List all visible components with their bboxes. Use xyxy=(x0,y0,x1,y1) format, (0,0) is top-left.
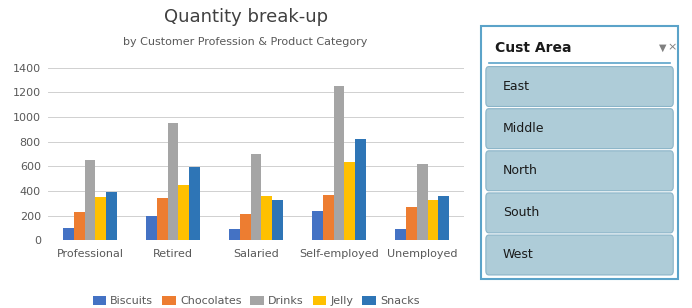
Text: East: East xyxy=(502,80,529,93)
Bar xyxy=(63,228,74,240)
Text: by Customer Profession & Product Category: by Customer Profession & Product Categor… xyxy=(123,37,368,47)
Bar xyxy=(355,139,366,240)
Bar xyxy=(189,167,200,240)
Bar xyxy=(428,200,438,240)
Bar xyxy=(395,229,406,240)
Text: Cust Area: Cust Area xyxy=(495,41,571,55)
Bar xyxy=(251,154,262,240)
FancyBboxPatch shape xyxy=(481,26,678,279)
Bar xyxy=(167,123,179,240)
Bar xyxy=(146,216,157,240)
FancyBboxPatch shape xyxy=(486,67,673,107)
Bar xyxy=(106,192,117,240)
Text: North: North xyxy=(502,164,538,177)
Bar xyxy=(334,86,345,240)
Bar xyxy=(157,198,167,240)
Bar xyxy=(95,197,106,240)
Text: Quantity break-up: Quantity break-up xyxy=(163,8,328,26)
FancyBboxPatch shape xyxy=(486,109,673,148)
Bar xyxy=(323,195,334,240)
FancyBboxPatch shape xyxy=(486,235,673,275)
Bar xyxy=(240,214,251,240)
Text: South: South xyxy=(502,206,539,219)
Text: West: West xyxy=(502,249,534,261)
Text: Middle: Middle xyxy=(502,122,544,135)
Bar xyxy=(74,212,84,240)
Text: ×: × xyxy=(668,43,677,53)
Bar xyxy=(312,211,323,240)
Bar xyxy=(262,196,272,240)
Bar xyxy=(179,185,189,240)
Bar xyxy=(438,196,449,240)
Bar xyxy=(406,207,417,240)
Bar xyxy=(229,229,240,240)
Text: ▼: ▼ xyxy=(659,43,666,53)
FancyBboxPatch shape xyxy=(486,193,673,233)
Bar xyxy=(272,200,283,240)
Bar xyxy=(84,160,95,240)
Bar xyxy=(417,164,428,240)
FancyBboxPatch shape xyxy=(486,151,673,191)
Bar xyxy=(345,162,355,240)
Legend: Biscuits, Chocolates, Drinks, Jelly, Snacks: Biscuits, Chocolates, Drinks, Jelly, Sna… xyxy=(88,291,424,308)
